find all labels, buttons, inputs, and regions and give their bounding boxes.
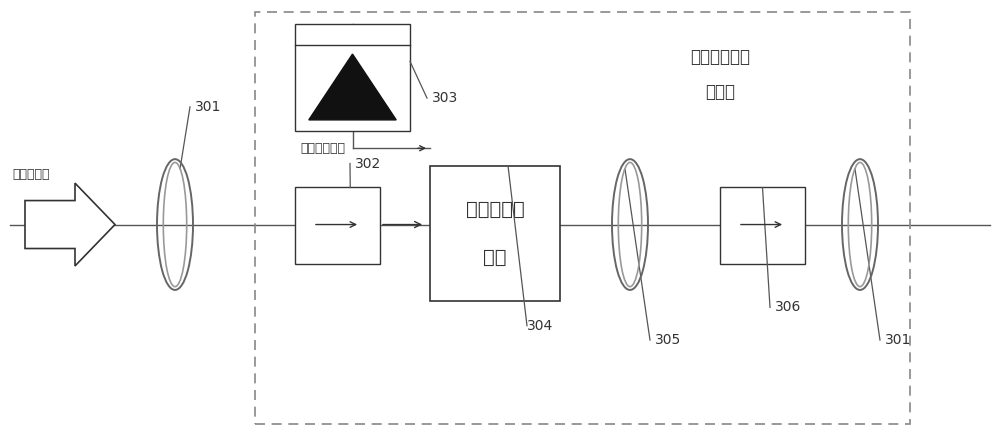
Polygon shape bbox=[25, 183, 115, 266]
Text: 306: 306 bbox=[775, 300, 801, 314]
Text: 301: 301 bbox=[885, 333, 911, 347]
Text: 304: 304 bbox=[527, 319, 553, 333]
Text: 放大器: 放大器 bbox=[705, 82, 735, 101]
Text: 少模波分复: 少模波分复 bbox=[466, 200, 524, 219]
Bar bbox=[430, 166, 560, 301]
Polygon shape bbox=[309, 54, 396, 120]
Text: 用器: 用器 bbox=[483, 248, 507, 267]
Text: 305: 305 bbox=[655, 333, 681, 347]
Bar bbox=[720, 187, 805, 264]
Text: 302: 302 bbox=[355, 157, 381, 170]
Bar bbox=[295, 187, 380, 264]
Text: 单基模泵浦光: 单基模泵浦光 bbox=[300, 142, 345, 155]
Text: 303: 303 bbox=[432, 91, 458, 105]
Text: 待放大信号: 待放大信号 bbox=[12, 168, 50, 181]
Text: 301: 301 bbox=[195, 100, 221, 114]
Bar bbox=[295, 24, 410, 131]
Text: 少模掺遘光纤: 少模掺遘光纤 bbox=[690, 48, 750, 66]
Bar bbox=[255, 12, 910, 424]
